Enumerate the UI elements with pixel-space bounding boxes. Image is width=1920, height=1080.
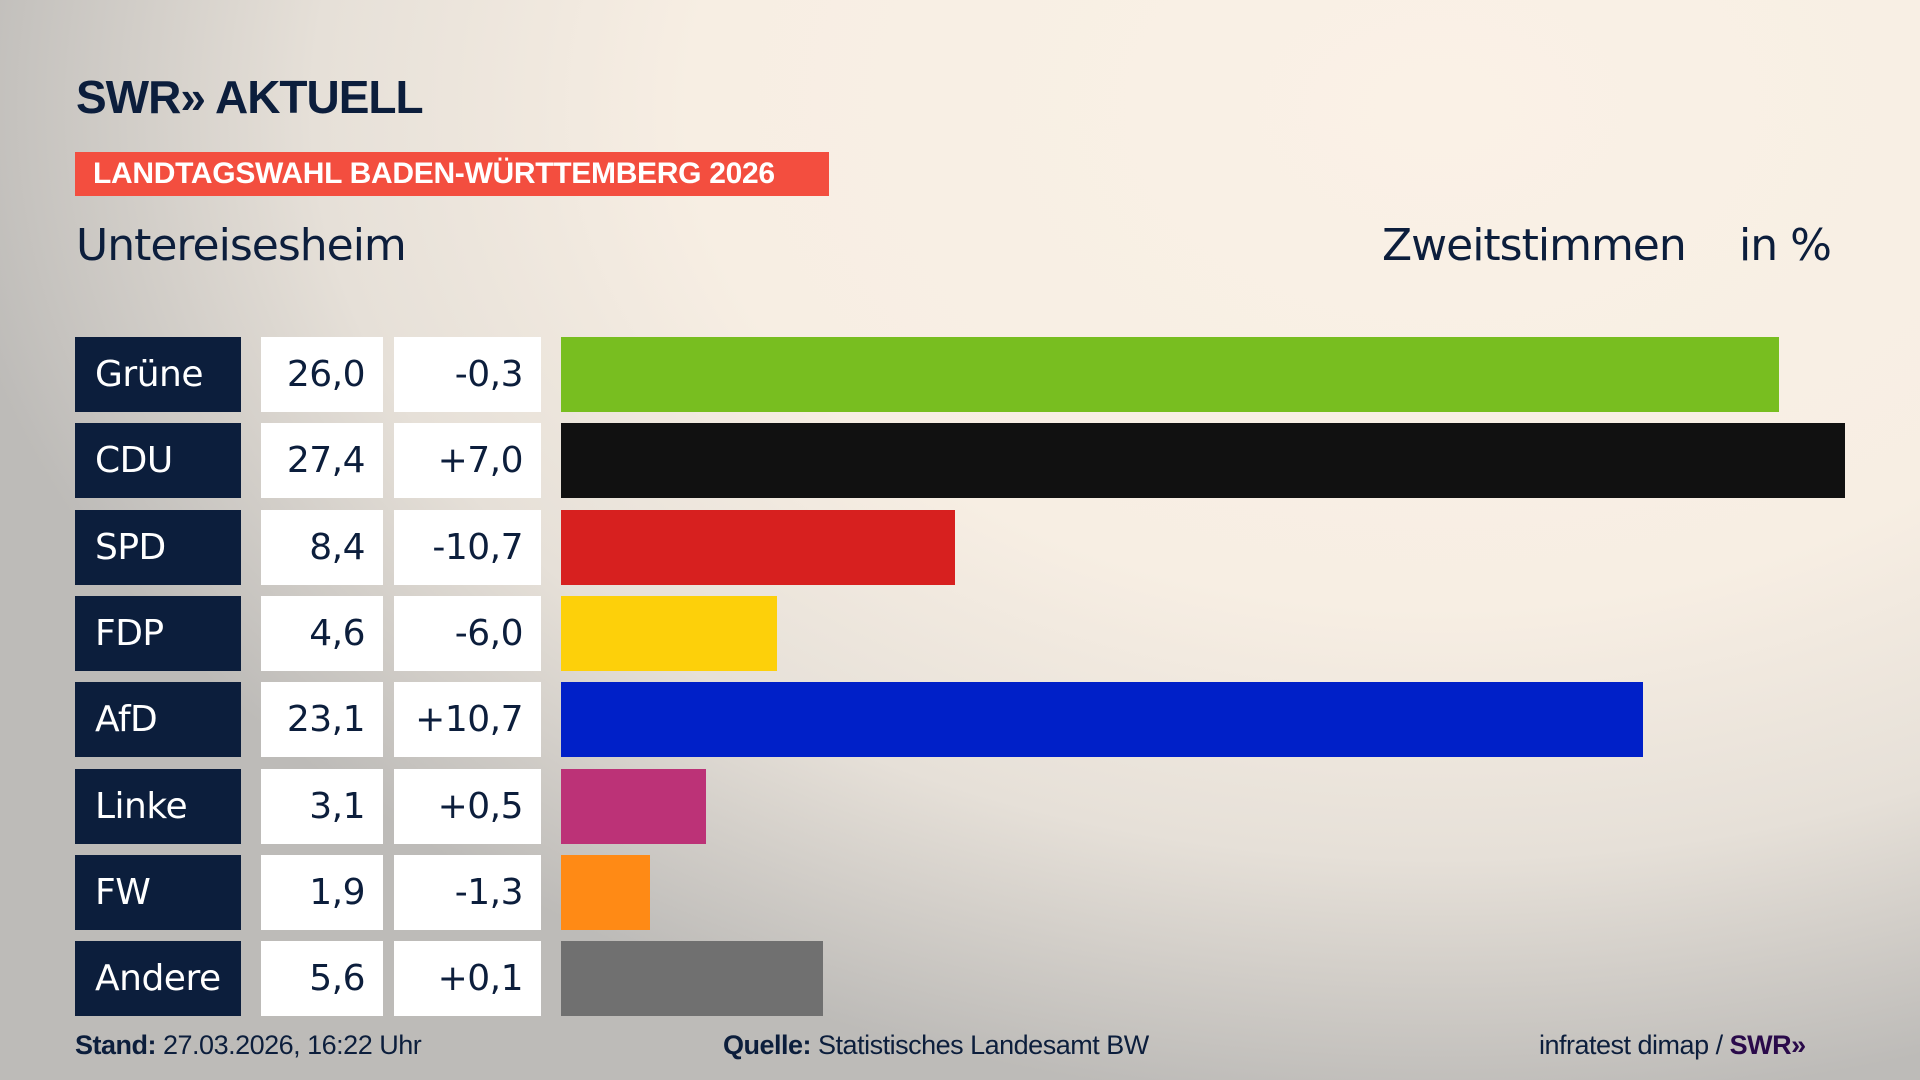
bar — [561, 423, 1845, 499]
source-value: Statistisches Landesamt BW — [818, 1030, 1149, 1060]
party-label: Grüne — [75, 337, 241, 412]
bar — [561, 854, 651, 930]
unit-label: in % — [1739, 220, 1832, 271]
bar — [561, 595, 777, 671]
party-label: Linke — [75, 768, 241, 844]
source: Quelle: Statistisches Landesamt BW — [723, 1030, 1149, 1061]
election-banner: LANDTAGSWAHL BADEN-WÜRTTEMBERG 2026 — [75, 152, 829, 196]
party-label: CDU — [75, 423, 241, 499]
bar-row: Grüne 26,0 -0,3 — [0, 337, 1920, 412]
bar-row: Linke 3,1 +0,5 — [0, 768, 1920, 844]
change-label: +0,1 — [394, 941, 541, 1017]
bar-row: CDU 27,4 +7,0 — [0, 423, 1920, 499]
change-label: -1,3 — [394, 854, 541, 930]
source-label: Quelle: — [723, 1030, 812, 1060]
value-label: 27,4 — [261, 423, 383, 499]
timestamp: Stand: 27.03.2026, 16:22 Uhr — [75, 1030, 422, 1061]
bar — [561, 509, 955, 585]
value-label: 1,9 — [261, 854, 383, 930]
party-label: Andere — [75, 941, 241, 1017]
bar-row: SPD 8,4 -10,7 — [0, 509, 1920, 585]
party-label: FDP — [75, 595, 241, 671]
change-label: -6,0 — [394, 595, 541, 671]
swr-aktuell-logo: SWR» AKTUELL — [76, 71, 424, 123]
change-label: +10,7 — [394, 682, 541, 758]
swr-logo: SWR» — [1729, 1030, 1807, 1060]
value-label: 4,6 — [261, 595, 383, 671]
change-label: -0,3 — [394, 337, 541, 412]
bar-row: Andere 5,6 +0,1 — [0, 941, 1920, 1017]
value-label: 5,6 — [261, 941, 383, 1017]
bar-row: FW 1,9 -1,3 — [0, 854, 1920, 930]
value-label: 26,0 — [261, 337, 383, 412]
bar — [561, 682, 1644, 758]
bar-row: AfD 23,1 +10,7 — [0, 682, 1920, 758]
bar — [561, 941, 824, 1017]
party-label: SPD — [75, 509, 241, 585]
credit-text: infratest dimap / — [1539, 1030, 1730, 1060]
value-label: 23,1 — [261, 682, 383, 758]
place-title: Untereisesheim — [76, 220, 407, 271]
value-label: 3,1 — [261, 768, 383, 844]
party-label: FW — [75, 854, 241, 930]
credit: infratest dimap / SWR» — [1539, 1030, 1806, 1061]
change-label: -10,7 — [394, 509, 541, 585]
bar-row: FDP 4,6 -6,0 — [0, 595, 1920, 671]
stand-label: Stand: — [75, 1030, 157, 1060]
stand-value: 27.03.2026, 16:22 Uhr — [163, 1030, 422, 1060]
change-label: +0,5 — [394, 768, 541, 844]
metric-label: Zweitstimmen — [1382, 220, 1687, 271]
change-label: +7,0 — [394, 423, 541, 499]
bar — [561, 337, 1780, 412]
bar — [561, 768, 707, 844]
value-label: 8,4 — [261, 509, 383, 585]
party-label: AfD — [75, 682, 241, 758]
